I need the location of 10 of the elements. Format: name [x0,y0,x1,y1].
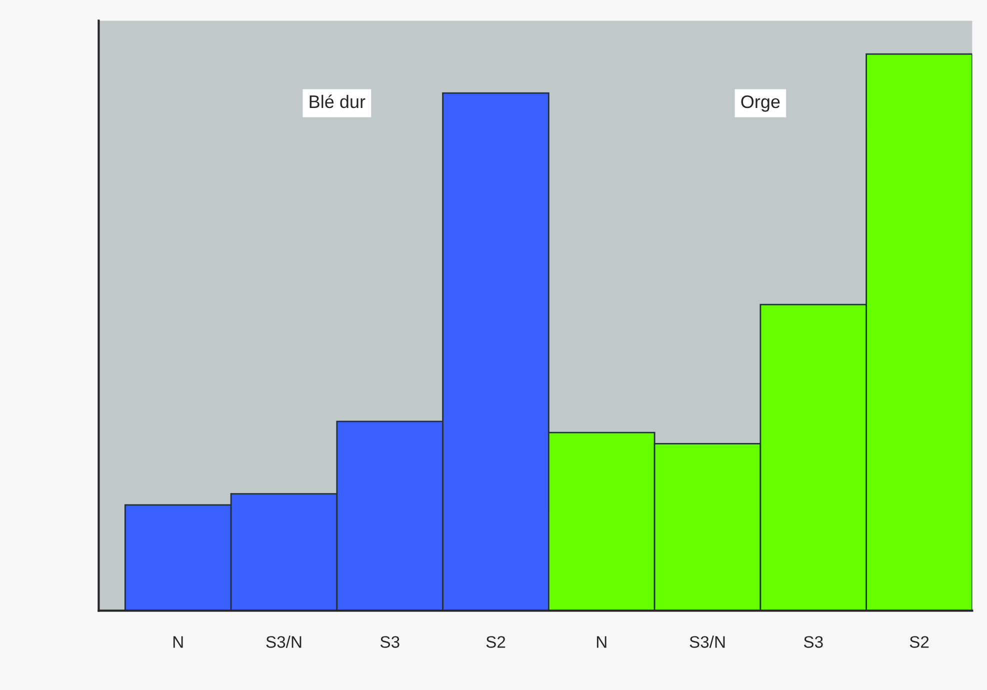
x-tick-label: S3/N [690,636,725,648]
x-tick-label: S3/N [266,636,302,648]
annotation: Blé dur [310,94,366,108]
annotation: Orge [741,95,780,112]
x-tick-label: N [173,636,183,648]
x-tick-label: S2 [910,636,929,648]
x-tick-label: S3 [804,636,823,648]
x-tick-label: S2 [486,636,506,648]
x-tick-label: S3 [380,636,400,648]
x-tick-label: N [596,636,606,648]
